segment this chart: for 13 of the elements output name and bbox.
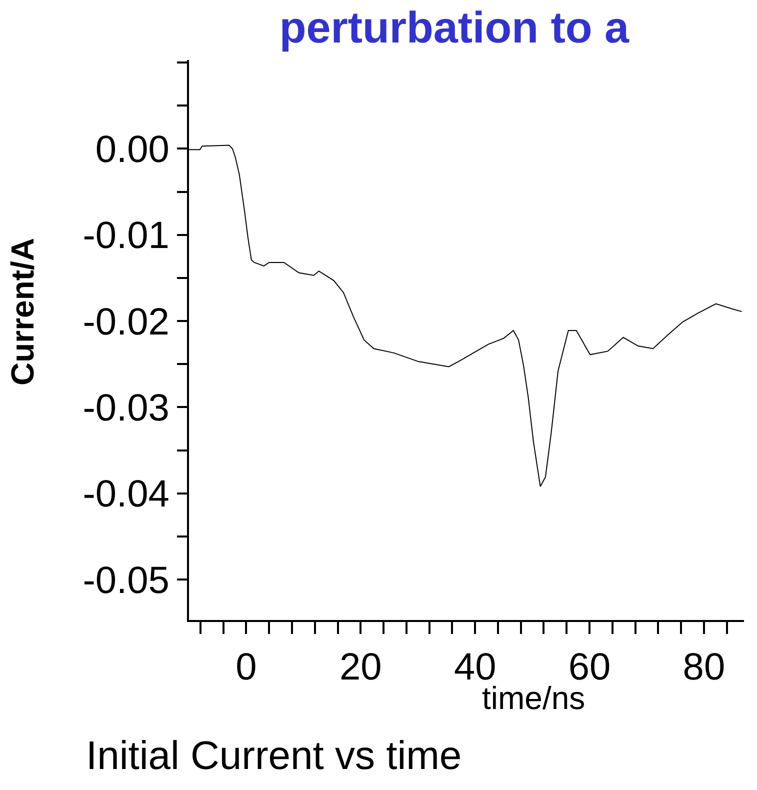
y-tick-label: 0.00 [95, 129, 170, 172]
y-tick-label: -0.01 [82, 215, 170, 258]
x-tick-label: 80 [682, 646, 726, 689]
y-axis-title: Current/A [4, 238, 40, 386]
x-tick-label: 60 [568, 646, 611, 689]
y-tick-label: -0.04 [82, 474, 170, 516]
y-tick-label: -0.02 [82, 301, 170, 344]
text: Initial Current vs time [86, 734, 462, 778]
chart-title: perturbation to a [279, 4, 630, 53]
y-tick-label: -0.03 [82, 388, 170, 430]
x-tick-label: 0 [236, 646, 257, 689]
y-tick-label: -0.05 [82, 560, 170, 602]
x-tick-label: 20 [340, 646, 382, 689]
